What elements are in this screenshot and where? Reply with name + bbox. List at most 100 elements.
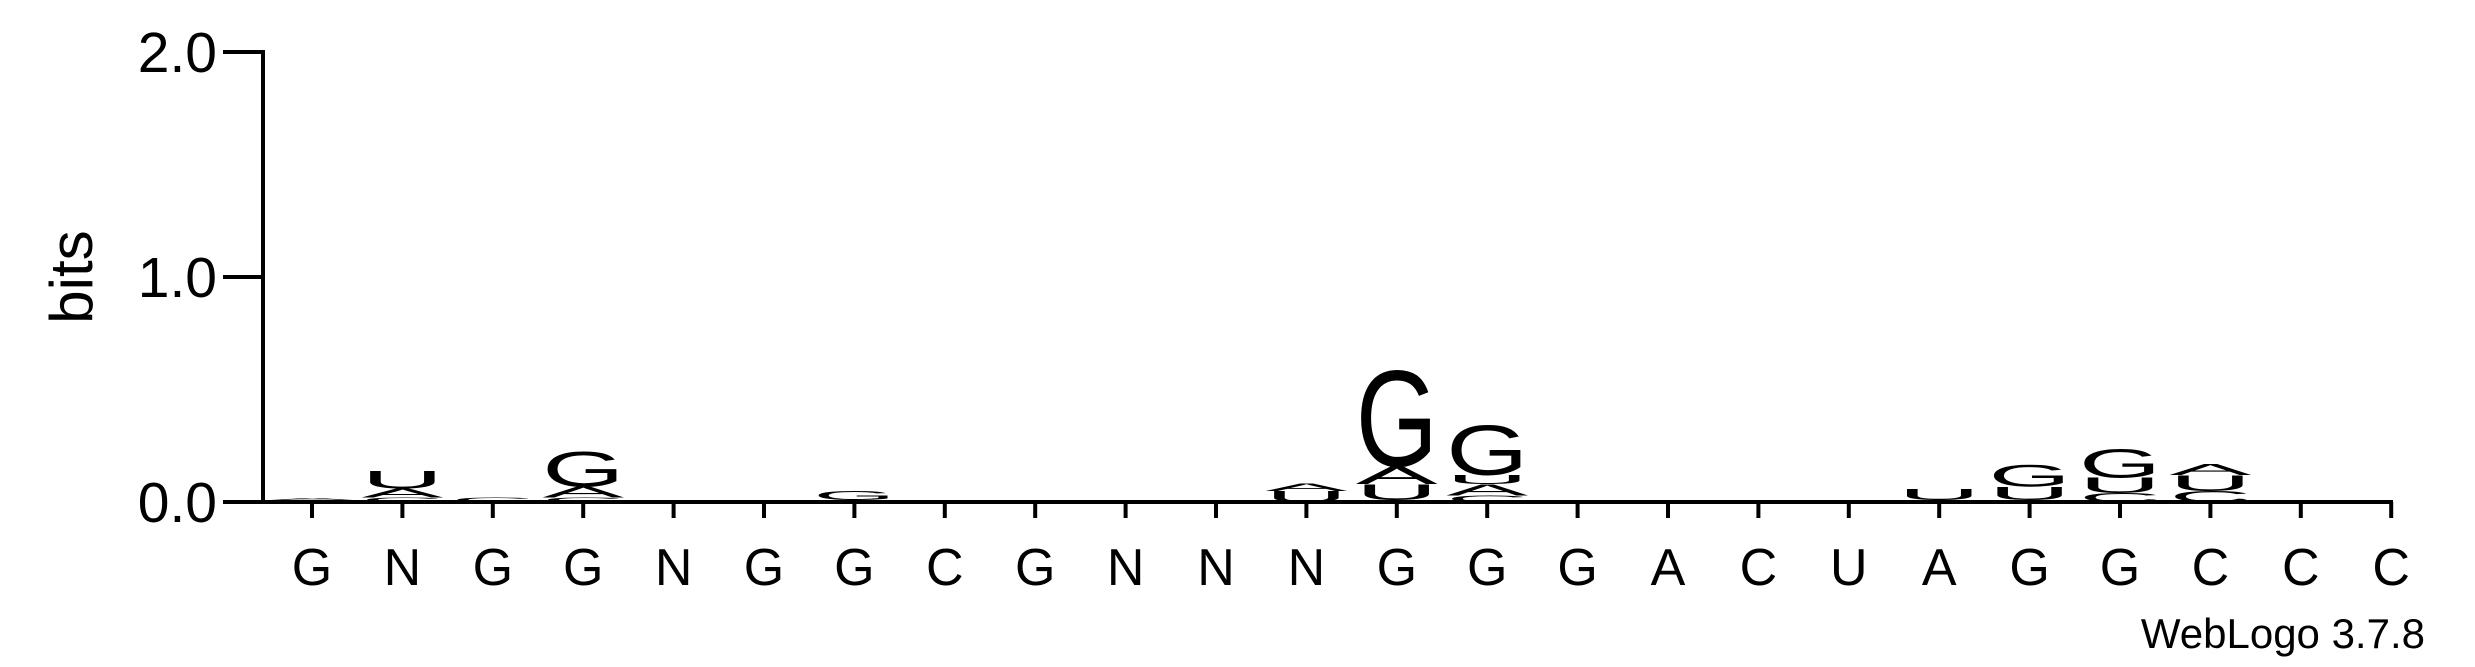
logo-letter: G [813,489,895,503]
logo-letter: A [1989,499,2072,502]
logo-letter: U [1265,488,1347,505]
x-tick-label: C [1740,539,1778,597]
letter: A [723,499,806,502]
letter: U [2169,471,2251,495]
logo-letter: A [1537,499,1620,502]
logo-letter: A [723,499,806,502]
letter: A [1356,462,1439,490]
logo-letter: C [542,496,624,503]
x-tick-label: G [292,539,332,597]
x-tick-label: N [1197,539,1235,597]
letter: A [1537,499,1620,502]
letter: C [361,496,443,503]
logo-letter: U [1446,473,1528,487]
letter: A [2169,461,2251,478]
x-tick-label: N [384,539,422,597]
letter: A [1989,499,2072,502]
logo-letter: C [2079,491,2161,505]
logo-letter: A [271,497,354,500]
letter: U [1446,473,1528,487]
y-axis-label: bits [38,230,105,323]
letter: G [2079,441,2161,486]
x-tick-label: N [1107,539,1145,597]
x-tick-label: G [1557,539,1597,597]
letter: G [1989,458,2071,493]
logo-letter: A [361,486,444,500]
letter: U [1898,486,1980,503]
letter: C [542,496,624,503]
letter: A [271,497,354,500]
logo-letter: A [1717,499,1800,502]
logo-letter: G [1446,411,1528,491]
y-tick-label: 1.0 [138,246,217,310]
letter: A [361,486,444,500]
x-tick-label: C [2282,539,2320,597]
letter: G [813,489,895,503]
logo-letter: U [361,466,443,494]
letter: U [1265,488,1347,505]
letter: G [1446,411,1528,491]
logo-letter: G [1356,342,1438,495]
logo-letter: U [633,499,715,502]
letter: G [271,499,353,502]
letter: C [1446,494,1528,504]
letter: A [1898,499,1981,502]
letter: U [361,466,443,494]
x-tick-label: A [1922,539,1957,597]
letter: G [1356,342,1438,495]
logo-letter: G [2079,441,2161,486]
logo-letter: G [271,499,353,502]
logo-letter: U [1356,480,1438,504]
letter: G [542,441,624,497]
logo-letter: G [542,441,624,497]
letter: A [813,499,896,502]
logo-letter: A [2169,461,2251,478]
logo-letter: U [2079,473,2161,497]
x-tick-label: C [2372,539,2410,597]
x-tick-label: G [1377,539,1417,597]
letter: U [633,499,715,502]
logo-letter: C [361,496,443,503]
letter: A [542,484,624,501]
logo-letter: A [813,499,896,502]
letter: A [2260,499,2343,502]
x-tick-label: N [1288,539,1326,597]
logo-letter: A [542,484,624,501]
x-tick-label: G [2100,539,2140,597]
letter: C [452,496,534,503]
letter: C [1356,499,1438,502]
x-tick-label: G [563,539,603,597]
logo-letter: A [2260,499,2343,502]
letter: A [1265,481,1348,493]
x-tick-label: G [2009,539,2049,597]
letter: C [2169,488,2251,505]
letter: U [1356,480,1438,504]
letter: C [2079,491,2161,505]
letter: A [1446,481,1528,498]
x-tick-label: U [1830,539,1868,597]
letter: U [2079,473,2161,497]
x-tick-label: C [926,539,964,597]
logo-letter: U [2169,471,2251,495]
x-tick-label: G [473,539,513,597]
logo-letter: A [1265,481,1348,493]
x-tick-label: C [2192,539,2230,597]
letter: A [1717,499,1800,502]
logo-letter: A [1446,481,1528,498]
logo-letter: U [1989,483,2071,504]
x-tick-label: G [744,539,784,597]
credit: WebLogo 3.7.8 [2141,610,2425,657]
logo-letter: C [2169,488,2251,505]
x-tick-label: G [1467,539,1507,597]
logo-letter: C [452,496,534,503]
logo-letter: C [1446,494,1528,504]
logo-letter: A [1356,462,1439,490]
logo-letter: A [1898,499,1981,502]
logo-letter: C [1356,499,1438,502]
x-tick-label: G [1015,539,1055,597]
x-tick-label: N [655,539,693,597]
y-tick-label: 2.0 [138,21,217,85]
logo-letter: G [1989,458,2071,493]
